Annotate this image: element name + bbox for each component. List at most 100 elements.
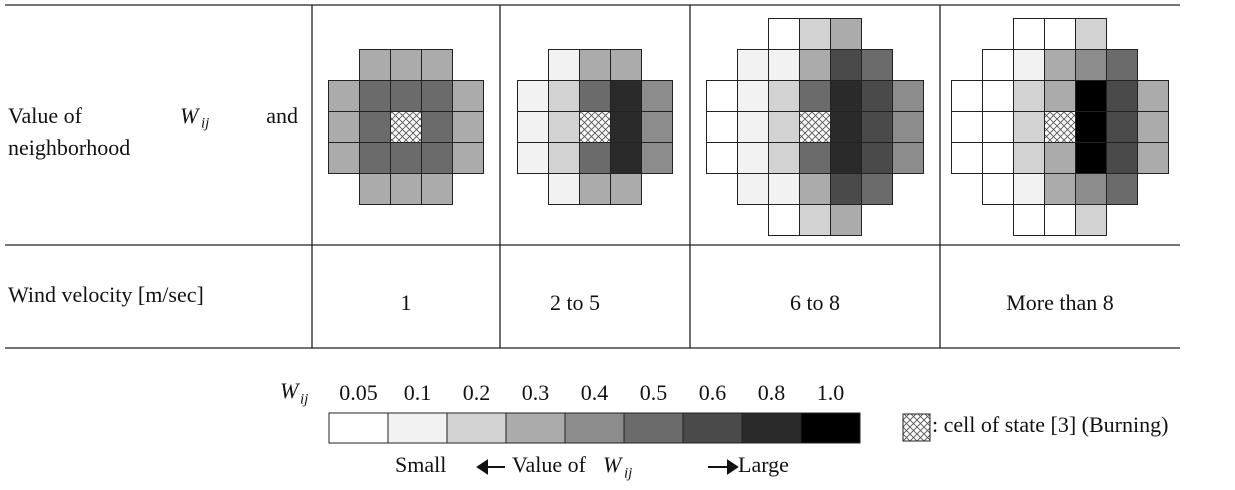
grid-cell: [768, 80, 800, 112]
grid-cell: [982, 49, 1014, 81]
grid-cell: [799, 173, 831, 205]
grid-cell: [548, 80, 580, 112]
grid-cell: [1075, 111, 1107, 143]
grid-cell: [737, 111, 769, 143]
grid-cell: [1013, 18, 1045, 50]
grid-cell: [1013, 111, 1045, 143]
grid-cell: [548, 173, 580, 205]
burning-cell: [1044, 111, 1076, 143]
grid-cell: [768, 111, 800, 143]
burning-swatch: [902, 413, 931, 442]
grid-cell: [1044, 173, 1076, 205]
grid-cell: [390, 49, 422, 81]
grid-cell: [1075, 80, 1107, 112]
grid-cell: [1106, 80, 1138, 112]
legend-value: 0.8: [758, 380, 786, 405]
legend-value: 1.0: [817, 380, 845, 405]
grid-cell: [1075, 142, 1107, 174]
grid-cell: [390, 80, 422, 112]
grid-cell: [610, 49, 642, 81]
grid-cell: [452, 142, 484, 174]
grid-cell: [359, 142, 391, 174]
grid-cell: [641, 80, 673, 112]
legend-value: 0.1: [404, 380, 432, 405]
grid-cell: [861, 142, 893, 174]
caption: Large: [738, 452, 789, 477]
grid-cell: [390, 142, 422, 174]
grid-cell: [1106, 173, 1138, 205]
burning-cell: [579, 111, 611, 143]
grid-cell: [737, 49, 769, 81]
legend-swatch: [682, 412, 743, 444]
grid-cell: [861, 111, 893, 143]
grid-cell: [328, 80, 360, 112]
grid-cell: [579, 49, 611, 81]
grid-cell: [1106, 111, 1138, 143]
caption: Small: [395, 452, 446, 477]
grid-cell: [610, 142, 642, 174]
legend-value: 0.5: [640, 380, 668, 405]
column-value: 1: [401, 290, 412, 315]
legend-value: 0.4: [581, 380, 609, 405]
grid-cell: [951, 80, 983, 112]
grid-cell: [799, 49, 831, 81]
burning-cell: [390, 111, 422, 143]
arrow-right: [708, 459, 739, 475]
grid-cell: [1137, 80, 1169, 112]
grid-cell: [768, 142, 800, 174]
grid-cell: [1075, 18, 1107, 50]
grid-cell: [861, 80, 893, 112]
grid-cell: [830, 173, 862, 205]
legend-swatch: [387, 412, 448, 444]
legend-value: 0.05: [339, 380, 378, 405]
grid-cell: [737, 80, 769, 112]
grid-cell: [830, 18, 862, 50]
burning-label: : cell of state [3] (Burning): [932, 412, 1168, 437]
grid-cell: [1013, 80, 1045, 112]
legend-swatch: [446, 412, 507, 444]
legend-value: 0.2: [463, 380, 491, 405]
row-label: Value of: [8, 103, 83, 128]
arrow-left: [476, 459, 505, 475]
grid-cell: [799, 142, 831, 174]
row-label: neighborhood: [8, 135, 130, 160]
row-label-subscript: ij: [201, 115, 209, 131]
legend-symbol: W: [280, 378, 300, 403]
legend-swatch: [564, 412, 625, 444]
grid-cell: [982, 80, 1014, 112]
grid-cell: [706, 80, 738, 112]
grid-cell: [1044, 18, 1076, 50]
grid-cell: [830, 142, 862, 174]
grid-cell: [1013, 204, 1045, 236]
grid-cell: [1106, 49, 1138, 81]
grid-cell: [861, 173, 893, 205]
grid-cell: [830, 49, 862, 81]
grid-cell: [421, 80, 453, 112]
grid-cell: [1106, 142, 1138, 174]
grid-cell: [982, 142, 1014, 174]
legend-swatch: [328, 412, 389, 444]
grid-cell: [641, 142, 673, 174]
caption-subscript: ij: [624, 465, 632, 481]
row-label-symbol: W: [180, 103, 200, 128]
grid-cell: [1075, 49, 1107, 81]
grid-cell: [706, 111, 738, 143]
grid-cell: [359, 173, 391, 205]
grid-cell: [861, 49, 893, 81]
legend-swatch: [623, 412, 684, 444]
grid-cell: [830, 111, 862, 143]
grid-cell: [610, 111, 642, 143]
grid-cell: [1075, 204, 1107, 236]
grid-cell: [768, 173, 800, 205]
grid-cell: [421, 111, 453, 143]
grid-cell: [579, 173, 611, 205]
legend-swatch: [741, 412, 802, 444]
grid-cell: [610, 173, 642, 205]
grid-cell: [1075, 173, 1107, 205]
grid-cell: [799, 204, 831, 236]
grid-cell: [951, 142, 983, 174]
grid-cell: [706, 142, 738, 174]
grid-cell: [951, 111, 983, 143]
burning-cell: [799, 111, 831, 143]
